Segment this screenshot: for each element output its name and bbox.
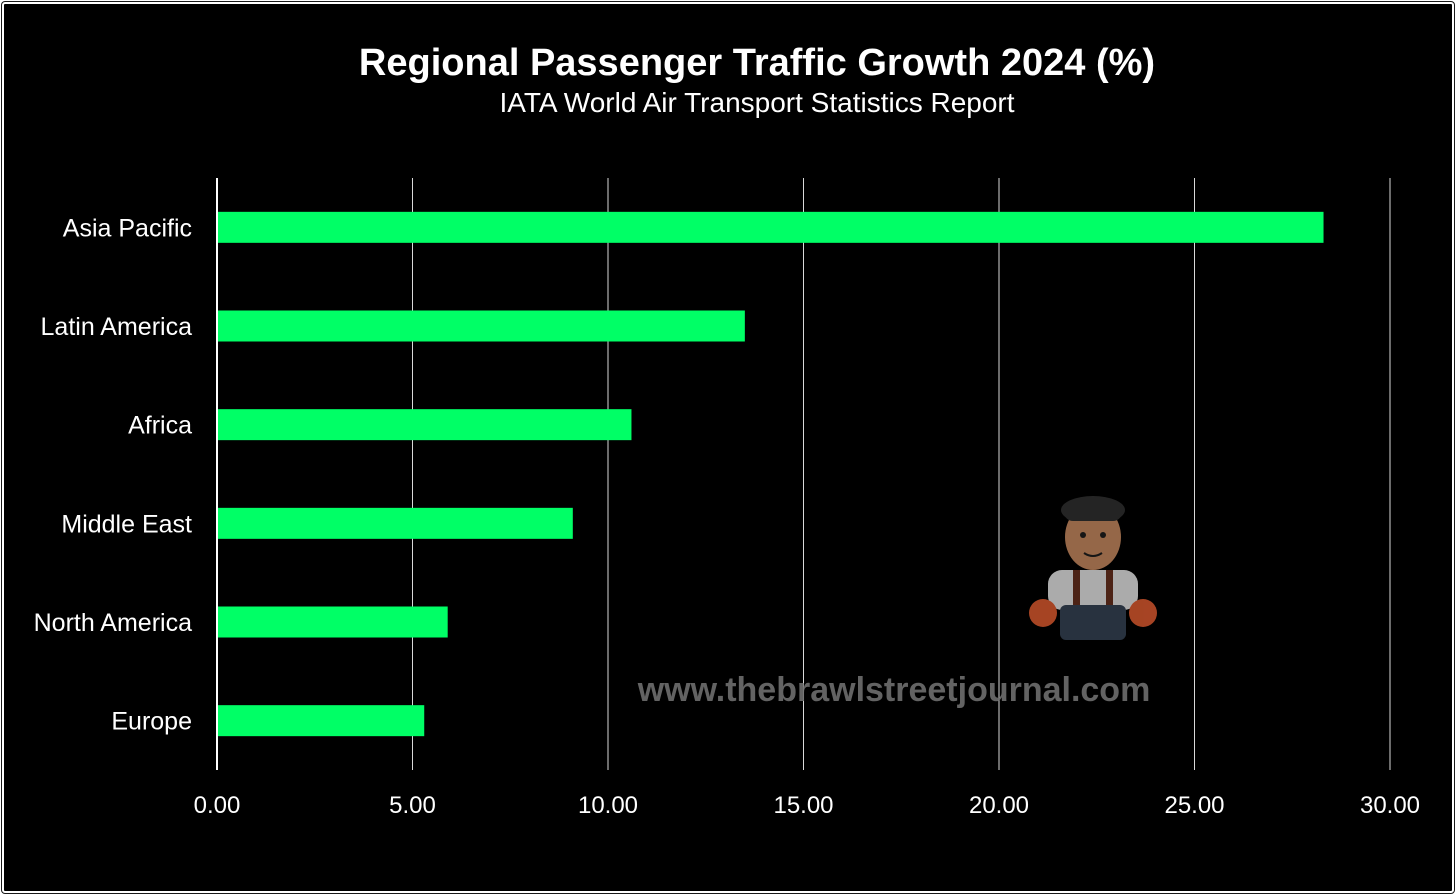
- bar-africa: [217, 409, 632, 441]
- bars: [217, 211, 1324, 737]
- bar-middle-east: [217, 507, 573, 539]
- x-tick-label: 25.00: [1164, 792, 1224, 819]
- category-label: Asia Pacific: [63, 214, 192, 242]
- x-tick-label: 20.00: [969, 792, 1029, 819]
- chart-title: Regional Passenger Traffic Growth 2024 (…: [359, 42, 1155, 84]
- bar-asia-pacific: [217, 211, 1324, 243]
- mascot-logo: [1029, 496, 1157, 640]
- x-tick-label: 10.00: [578, 792, 638, 819]
- bar-latin-america: [217, 310, 745, 342]
- category-label: Europe: [111, 708, 192, 736]
- category-label: North America: [34, 609, 192, 637]
- bar-north-america: [217, 606, 448, 638]
- category-label: Latin America: [41, 313, 193, 341]
- x-tick-label: 15.00: [773, 792, 833, 819]
- bar-europe: [217, 705, 425, 737]
- x-tick-labels: 0.00 5.00 10.00 15.00 20.00 25.00 30.00: [194, 792, 1420, 819]
- category-label: Middle East: [61, 510, 192, 538]
- x-tick-label: 30.00: [1360, 792, 1420, 819]
- grid-lines: [412, 178, 1391, 770]
- category-labels: Asia Pacific Latin America Africa Middle Ea…: [34, 214, 192, 735]
- chart-subtitle: IATA World Air Transport Statistics Repo…: [499, 87, 1014, 118]
- x-tick-label: 0.00: [194, 792, 241, 819]
- x-tick-label: 5.00: [389, 792, 436, 819]
- watermark: www.thebrawlstreetjournal.com: [637, 671, 1151, 709]
- category-label: Africa: [128, 412, 192, 440]
